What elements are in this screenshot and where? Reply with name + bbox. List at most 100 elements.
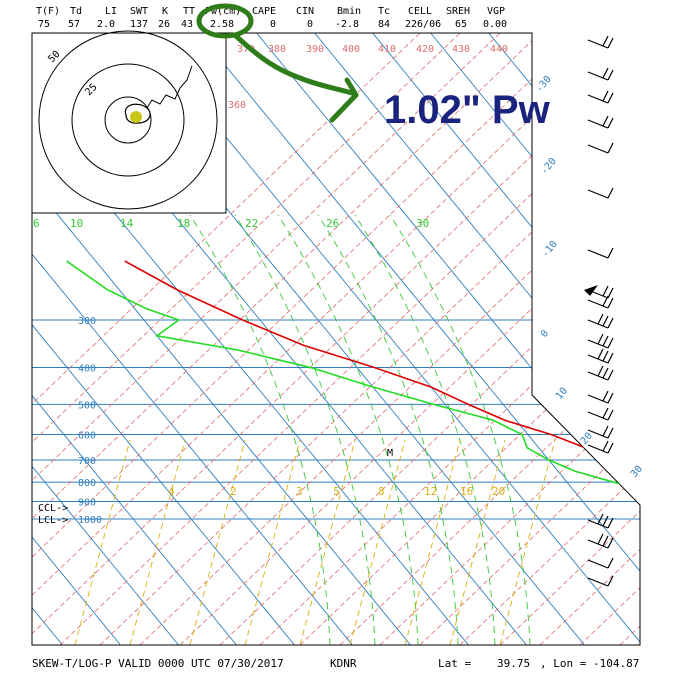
footer-lat-value: 39.75 [497, 657, 531, 670]
dry-adiabat-line [32, 33, 581, 645]
wind-barb-flag [602, 367, 609, 379]
wind-barb-flag [602, 425, 609, 437]
isotherm-line [32, 33, 121, 645]
header-label-tc: Tc [378, 6, 391, 17]
isotherm-line [198, 33, 640, 645]
theta-label: 410 [378, 44, 396, 55]
wind-barb-staff [587, 94, 609, 104]
wind-barb-staff [587, 39, 609, 49]
header-labels-row: T(F) Td LI SWT K TT Pw(cm) CAPE CIN Bmin… [0, 6, 680, 18]
isotherm-line [32, 33, 179, 645]
dry-adiabat-line [179, 33, 640, 645]
wind-barb-flag [597, 313, 604, 325]
header-value-k: 26 [158, 19, 171, 30]
header-label-sreh: SREH [446, 6, 471, 17]
isotherm-label: 20 [579, 431, 595, 447]
theta-label: 380 [268, 44, 286, 55]
isotherm-line [32, 33, 353, 645]
moist-label: 18 [177, 217, 190, 230]
wind-barb-flag [607, 537, 614, 549]
hodograph-box [31, 32, 227, 214]
theta-label: 390 [306, 44, 324, 55]
wind-barb-flag [597, 533, 604, 545]
wind-barb-staff [587, 299, 609, 309]
wind-barb-flag [602, 335, 609, 347]
header-label-td: Td [70, 6, 83, 17]
wind-barb-flag [602, 350, 609, 362]
ccl-label: CCL-> [38, 503, 69, 514]
wind-pennant [584, 285, 598, 296]
mixing-ratio-line [449, 439, 506, 645]
theta-label: 420 [416, 44, 434, 55]
isotherm-line [32, 33, 295, 645]
wind-barb-flag [607, 352, 614, 364]
wind-barb-flag [607, 69, 614, 81]
wind-barb-flag [607, 247, 614, 259]
dry-adiabat-line [32, 33, 621, 645]
plot-frame [31, 32, 641, 646]
header-label-cell: CELL [408, 6, 433, 17]
dry-adiabat-line [499, 33, 640, 645]
header-value-cell: 226/06 [405, 19, 442, 30]
mixing-ratio-label: 16 [460, 485, 473, 498]
wind-barb-flag [607, 37, 614, 49]
wind-barb-flag [607, 187, 614, 199]
wind-barb-flag [607, 392, 614, 404]
isotherm-label: -20 [539, 156, 559, 177]
header-value-cin: 0 [307, 19, 314, 30]
mixing-ratio-label: 12 [424, 485, 437, 498]
dry-adiabat-line [660, 33, 680, 645]
pw-annotation-text: 1.02" Pw [384, 88, 550, 132]
pressure-label: 900 [78, 498, 96, 509]
moist-adiabat-line [189, 214, 331, 645]
isotherm-label: -10 [540, 239, 560, 260]
dry-adiabat-line [32, 33, 501, 645]
theta-label: 400 [342, 44, 360, 55]
dry-adiabat-line [32, 33, 461, 645]
header-values-row: 75 57 2.0 137 26 43 2.58 0 0 -2.8 84 226… [0, 19, 680, 31]
header-label-pw: Pw(cm) [205, 6, 242, 17]
pressure-label: 500 [78, 400, 96, 411]
wind-barb-staff [587, 411, 609, 421]
wind-barb-staff [587, 429, 609, 439]
wind-barb-staff [587, 119, 609, 129]
moist-label: 30 [416, 217, 429, 230]
header-label-bmin: Bmin [337, 6, 362, 17]
header-label-cape: CAPE [252, 6, 277, 17]
wind-barb-flag [607, 575, 614, 587]
wind-barb-staff [587, 189, 609, 199]
pw-circle [196, 3, 254, 39]
mixing-ratio-label: 2 [230, 485, 237, 498]
isotherm-label: 30 [629, 464, 645, 480]
storm-motion-marker [130, 111, 142, 123]
header-label-k: K [162, 6, 169, 17]
isotherm-line [0, 33, 5, 645]
hodograph-ring [71, 63, 185, 177]
moist-label: 6 [33, 217, 40, 230]
footer-lon-value: -104.87 [593, 657, 640, 670]
dewpoint-trace [66, 260, 629, 487]
isotherm-label: 0 [539, 328, 551, 340]
wind-barb-flag [607, 369, 614, 381]
theta-label: 370 [237, 44, 255, 55]
header-value-tf: 75 [38, 19, 51, 30]
wind-barb-flag [602, 315, 609, 327]
header-value-bmin: -2.8 [335, 19, 360, 30]
hodograph-ring [38, 30, 218, 210]
hodograph-trace-upper [146, 65, 193, 109]
header-label-swt: SWT [130, 6, 149, 17]
header-value-li: 2.0 [97, 19, 116, 30]
mixing-ratio-line [499, 439, 556, 645]
mixing-ratio-line [299, 439, 356, 645]
wind-barb-flag [607, 117, 614, 129]
header-value-td: 57 [68, 19, 81, 30]
wind-barb-flag [607, 317, 614, 329]
mixing-ratio-line [129, 439, 186, 645]
wind-barb-flag [602, 295, 609, 307]
isotherm-line [430, 33, 640, 645]
dry-adiabat-line [32, 33, 421, 645]
moist-label: 26 [326, 217, 339, 230]
wind-barb-staff [587, 249, 609, 259]
pressure-label: 800 [78, 478, 96, 489]
